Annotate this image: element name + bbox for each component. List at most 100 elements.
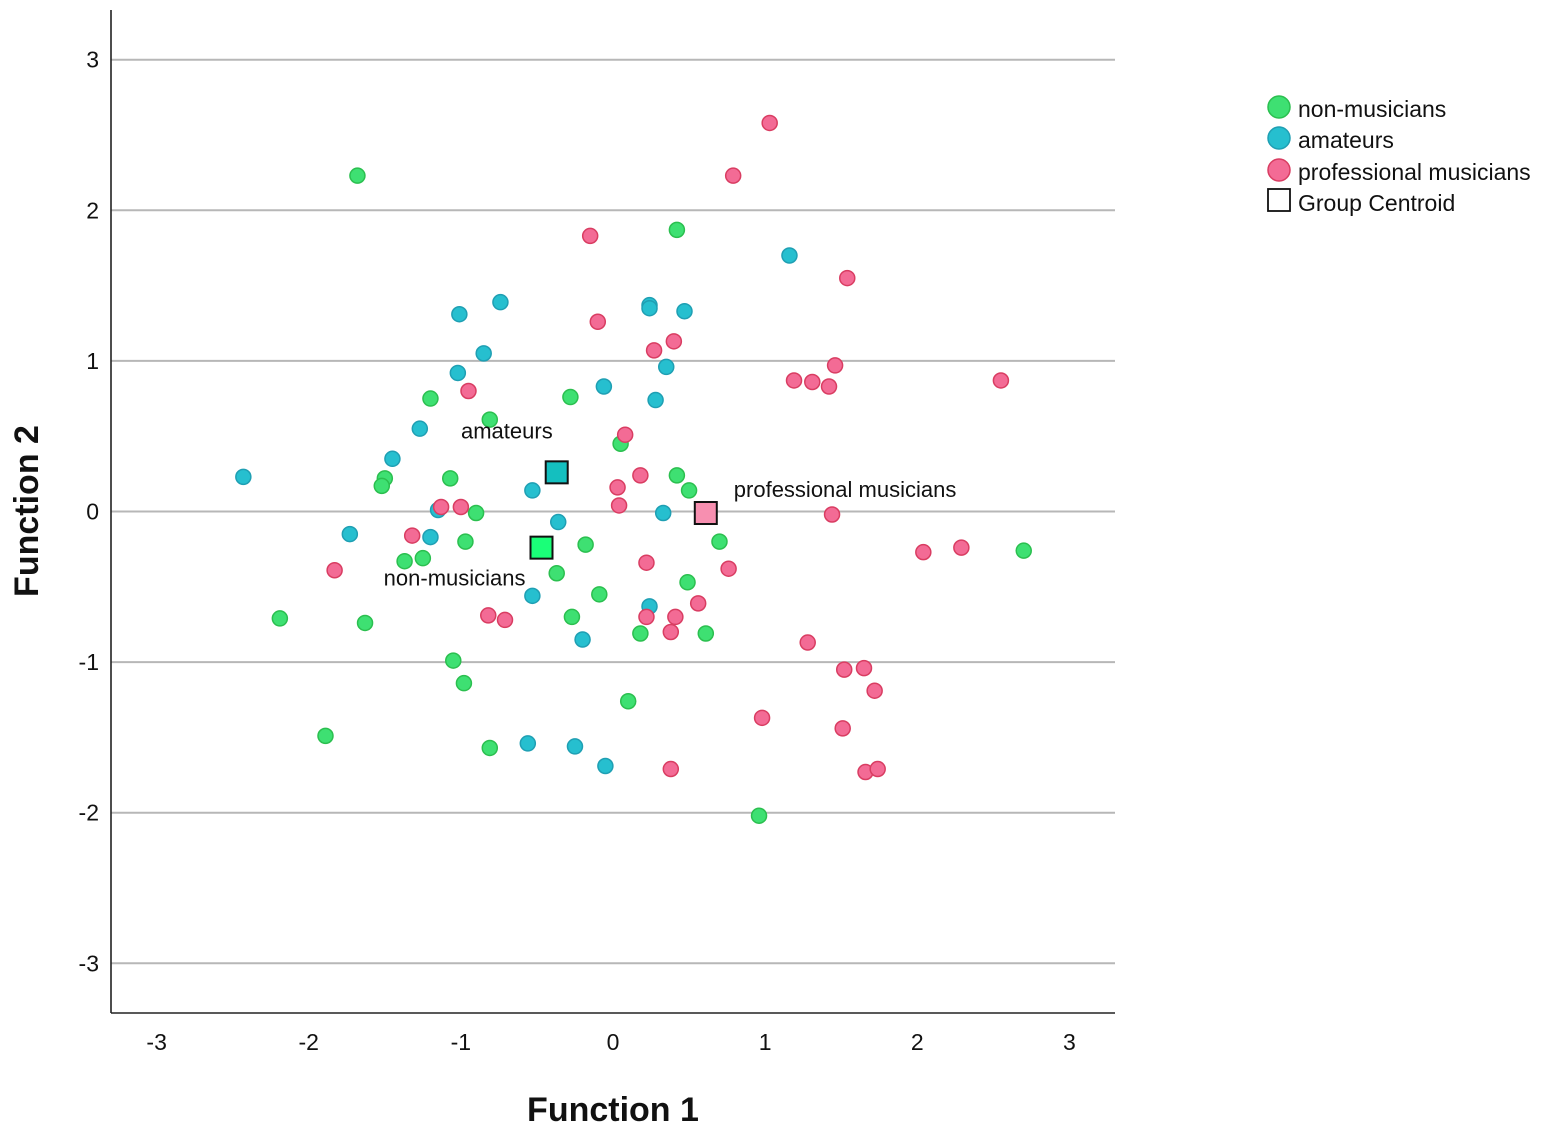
data-point-amateurs: [654, 504, 672, 522]
data-point-amateurs: [641, 299, 658, 317]
y-tick-label: -2: [79, 800, 99, 826]
data-point-professional-musicians: [855, 659, 873, 677]
data-point-non-musicians: [591, 586, 608, 603]
data-point-professional-musicians: [826, 357, 844, 374]
data-point-non-musicians: [563, 608, 581, 626]
data-point-non-musicians: [445, 652, 462, 669]
data-point-non-musicians: [441, 470, 459, 487]
data-point-non-musicians: [271, 610, 289, 627]
legend-marker-group-centroid: [1267, 188, 1291, 212]
data-point-amateurs: [519, 735, 537, 752]
data-point-amateurs: [597, 757, 614, 775]
legend-label-professional-musicians: professional musicians: [1298, 159, 1531, 185]
data-point-amateurs: [566, 738, 584, 755]
data-point-professional-musicians: [753, 709, 771, 727]
data-point-professional-musicians: [953, 539, 970, 556]
data-point-professional-musicians: [823, 506, 841, 523]
data-point-professional-musicians: [645, 342, 663, 359]
data-point-non-musicians: [349, 167, 366, 184]
data-point-amateurs: [235, 468, 252, 486]
tick-label-layer: -3 -2 -1 0 1 2 3 -3 -2 -1 0 1 2 3: [79, 47, 1076, 1055]
data-point-professional-musicians: [638, 608, 655, 626]
data-point-non-musicians: [396, 552, 413, 570]
y-tick-label: -3: [79, 950, 99, 976]
data-point-amateurs: [647, 391, 664, 409]
data-point-non-musicians: [414, 549, 432, 567]
data-point-non-musicians: [680, 482, 698, 499]
data-point-professional-musicians: [834, 720, 851, 737]
data-point-professional-musicians: [638, 554, 655, 571]
data-point-amateurs: [422, 528, 439, 546]
data-point-professional-musicians: [839, 269, 856, 287]
y-tick-label: -1: [79, 649, 99, 675]
data-point-professional-musicians: [432, 498, 450, 516]
data-point-professional-musicians: [662, 760, 680, 778]
axis-layer: [110, 10, 1115, 1014]
data-point-amateurs: [492, 293, 509, 311]
data-point-professional-musicians: [992, 372, 1010, 389]
y-tick-label: 1: [86, 348, 99, 374]
data-point-non-musicians: [619, 693, 637, 710]
x-tick-label: -1: [451, 1029, 471, 1055]
data-point-professional-musicians: [785, 372, 803, 389]
legend-label-group-centroid: Group Centroid: [1298, 190, 1455, 216]
data-point-non-musicians: [697, 625, 715, 642]
grid-layer: [111, 58, 1115, 965]
data-point-amateurs: [781, 247, 798, 264]
data-point-professional-musicians: [452, 498, 470, 516]
legend-marker-non-musicians: [1267, 95, 1291, 119]
data-point-amateurs: [475, 345, 492, 362]
data-point-non-musicians: [373, 477, 391, 495]
data-point-amateurs: [676, 302, 693, 320]
data-point-professional-musicians: [496, 611, 514, 629]
legend-label-amateurs: amateurs: [1298, 127, 1394, 153]
data-point-professional-musicians: [610, 497, 628, 514]
data-point-amateurs: [449, 364, 467, 382]
data-point-professional-musicians: [720, 560, 737, 577]
data-point-non-musicians: [711, 533, 728, 550]
data-point-non-musicians: [457, 533, 474, 550]
x-axis-title: Function 1: [527, 1091, 699, 1129]
data-point-non-musicians: [548, 564, 565, 582]
x-tick-label: -2: [299, 1029, 319, 1055]
data-point-professional-musicians: [662, 623, 680, 641]
data-point-professional-musicians: [632, 467, 649, 484]
data-point-professional-musicians: [616, 426, 634, 443]
centroid-amateurs: [544, 460, 569, 485]
centroid-layer: non-musicians amateurs professional musici…: [384, 418, 957, 590]
legend-label-non-musicians: non-musicians: [1298, 96, 1446, 122]
data-point-amateurs: [595, 378, 613, 395]
data-point-professional-musicians: [835, 661, 853, 678]
data-point-professional-musicians: [869, 760, 886, 778]
data-point-amateurs: [384, 450, 401, 468]
x-tick-label: 0: [607, 1029, 620, 1055]
centroid-non-musicians: [529, 535, 554, 560]
data-point-non-musicians: [577, 536, 594, 553]
data-point-non-musicians: [422, 390, 439, 407]
y-axis-title: Function 2: [8, 425, 46, 597]
legend-marker-amateurs: [1267, 126, 1291, 150]
data-point-professional-musicians: [665, 333, 683, 350]
data-point-non-musicians: [455, 674, 473, 692]
x-tick-label: 3: [1063, 1029, 1076, 1055]
data-point-non-musicians: [632, 625, 649, 642]
data-point-professional-musicians: [804, 373, 821, 391]
data-point-amateurs: [549, 513, 567, 531]
data-point-professional-musicians: [609, 479, 626, 496]
data-point-professional-musicians: [460, 382, 477, 400]
data-point-professional-musicians: [761, 114, 778, 132]
data-point-amateurs: [574, 631, 591, 648]
data-point-non-musicians: [481, 411, 499, 428]
centroid-label-professional-musicians: professional musicians: [734, 477, 957, 502]
data-point-professional-musicians: [480, 607, 497, 624]
data-point-amateurs: [524, 482, 541, 499]
data-point-professional-musicians: [667, 608, 684, 626]
x-tick-label: 1: [759, 1029, 772, 1055]
data-point-professional-musicians: [403, 527, 421, 544]
centroid-label-amateurs: amateurs: [461, 418, 553, 443]
y-tick-label: 0: [86, 499, 99, 525]
data-point-professional-musicians: [689, 595, 707, 612]
data-point-professional-musicians: [589, 313, 607, 330]
